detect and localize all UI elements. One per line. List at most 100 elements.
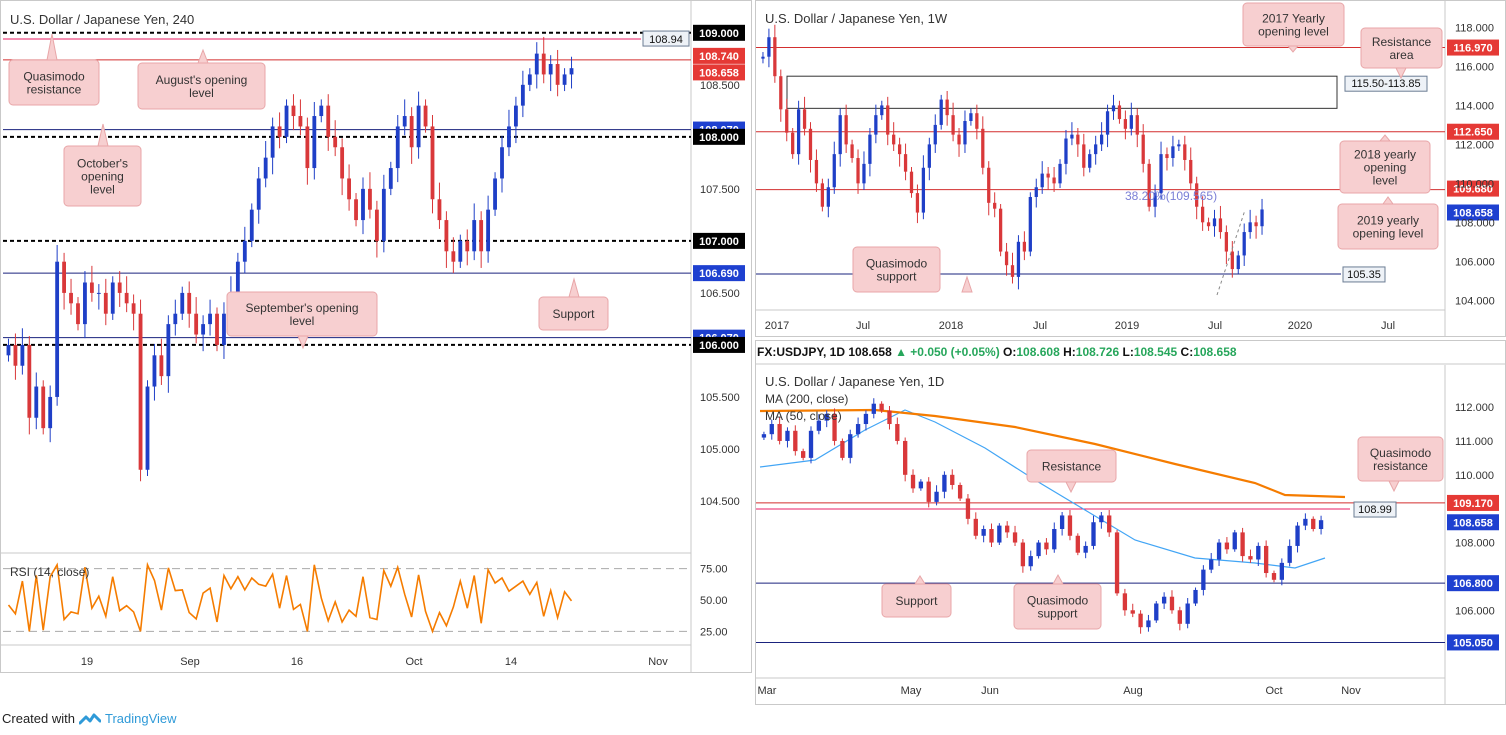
- w-x-tick: 2020: [1288, 320, 1312, 332]
- w-candle: [1034, 187, 1038, 197]
- w-candle: [1200, 206, 1205, 223]
- d-candle: [1185, 603, 1190, 624]
- w-y-tick: 112.000: [1455, 139, 1494, 151]
- w-candle: [1076, 134, 1080, 145]
- d-candle: [824, 413, 829, 421]
- h4-candle: [138, 313, 143, 470]
- w-candle: [808, 128, 813, 160]
- w-x-tick: Jul: [1208, 320, 1222, 332]
- usdjpy-daily-chart[interactable]: FX:USDJPY, 1D 108.658 ▲ +0.050 (+0.05%) …: [755, 340, 1506, 705]
- d-ticker-o-label: O:: [1003, 345, 1016, 359]
- w-candle: [1082, 144, 1086, 168]
- up-arrow-icon: ▲: [895, 345, 910, 359]
- w-candle: [993, 202, 997, 209]
- d-candle: [1271, 573, 1277, 580]
- h4-candle: [319, 105, 324, 117]
- h4-candle: [110, 282, 115, 314]
- h4-candle: [298, 116, 303, 127]
- d-y-tick: 106.000: [1455, 605, 1495, 617]
- d-candle: [871, 403, 876, 414]
- h4-candle: [541, 53, 546, 75]
- w-candle: [1094, 144, 1098, 155]
- h4-candle: [263, 157, 268, 179]
- h4-price-badge: 106.000: [699, 340, 739, 352]
- w-price-badge-bg: [1447, 204, 1499, 221]
- tradingview-brand[interactable]: TradingView: [104, 711, 177, 726]
- h4-candle: [62, 261, 66, 293]
- d-candle: [1311, 518, 1316, 529]
- h4-candle: [270, 126, 275, 158]
- d-candle: [1067, 515, 1073, 536]
- d-candle: [1122, 593, 1128, 611]
- d-ma200-line: [759, 408, 1346, 499]
- h4-candle: [284, 105, 289, 137]
- h4-candle: [527, 74, 532, 85]
- h4-y-tick: 106.500: [700, 288, 740, 300]
- d-candle: [903, 440, 908, 475]
- w-candle: [1248, 222, 1252, 233]
- d-candle: [1169, 596, 1175, 611]
- d-candle: [1020, 542, 1026, 567]
- w-candle: [1016, 241, 1021, 277]
- w-candle: [915, 193, 920, 213]
- w-candle: [1111, 105, 1116, 112]
- w-candle: [1099, 134, 1104, 145]
- d-price-badge-bg: [1447, 634, 1499, 651]
- h4-x-tick: 19: [81, 656, 93, 668]
- w-candle: [981, 128, 985, 168]
- w-candle: [957, 134, 961, 145]
- d-x-tick: Nov: [1341, 685, 1361, 697]
- h4-price-badge: 108.658: [699, 67, 739, 79]
- h4-candle: [194, 313, 199, 335]
- d-callout-quasimodo-support-pointer: [1052, 573, 1064, 585]
- w-candle: [850, 144, 854, 159]
- h4-candle: [451, 251, 456, 262]
- h4-candle: [437, 199, 442, 221]
- w-candle: [1141, 134, 1145, 164]
- w-candle: [1105, 111, 1110, 135]
- h4-candle: [34, 386, 39, 418]
- h4-candle: [402, 116, 407, 127]
- w-candle: [1010, 265, 1015, 277]
- d-candle: [1318, 520, 1324, 529]
- w-candle: [791, 132, 795, 155]
- w-price-badge-bg: [1447, 123, 1499, 140]
- d-candle: [1154, 603, 1159, 621]
- w-candle: [1189, 159, 1193, 184]
- d-x-tick: May: [901, 685, 922, 697]
- h4-candle: [208, 313, 212, 325]
- d-candle: [1287, 545, 1292, 563]
- d-candle: [1224, 542, 1230, 550]
- d-candle: [1138, 613, 1143, 628]
- h4-candle: [354, 199, 358, 221]
- d-candle: [1177, 610, 1182, 624]
- w-candle: [814, 159, 819, 184]
- h4-callout-october-opening: October's opening level: [77, 157, 128, 197]
- h4-candle: [256, 178, 261, 210]
- d-candle: [1216, 542, 1222, 560]
- w-candle: [969, 113, 973, 122]
- d-x-tick: Oct: [1265, 685, 1282, 697]
- w-zone-tag: 115.50-113.85: [1351, 78, 1420, 90]
- h4-candle: [69, 292, 73, 304]
- d-candle: [1099, 515, 1104, 523]
- usdjpy-h4-chart[interactable]: 109.000108.94108.740108.658108.070108.00…: [0, 0, 752, 705]
- h4-level-tag: 108.94: [649, 34, 683, 46]
- w-candle: [761, 56, 765, 59]
- d-candle: [761, 434, 767, 438]
- w-candle: [903, 154, 908, 172]
- d-x-tick: Mar: [758, 685, 777, 697]
- h4-candle: [361, 188, 365, 221]
- h4-candle: [13, 344, 18, 366]
- d-candle: [1161, 596, 1167, 604]
- d-candle: [855, 424, 861, 435]
- h4-candle: [305, 126, 310, 169]
- h4-candle: [20, 344, 25, 366]
- d-candle: [957, 484, 963, 499]
- h4-candle: [569, 68, 574, 75]
- h4-candle: [27, 344, 32, 418]
- w-fib-line: [1216, 209, 1246, 296]
- h4-y-tick: 107.500: [700, 184, 740, 196]
- h4-candle: [166, 324, 171, 377]
- usdjpy-weekly-chart[interactable]: 115.50-113.85 116.970 112.650 109.680 108.65…: [755, 0, 1506, 338]
